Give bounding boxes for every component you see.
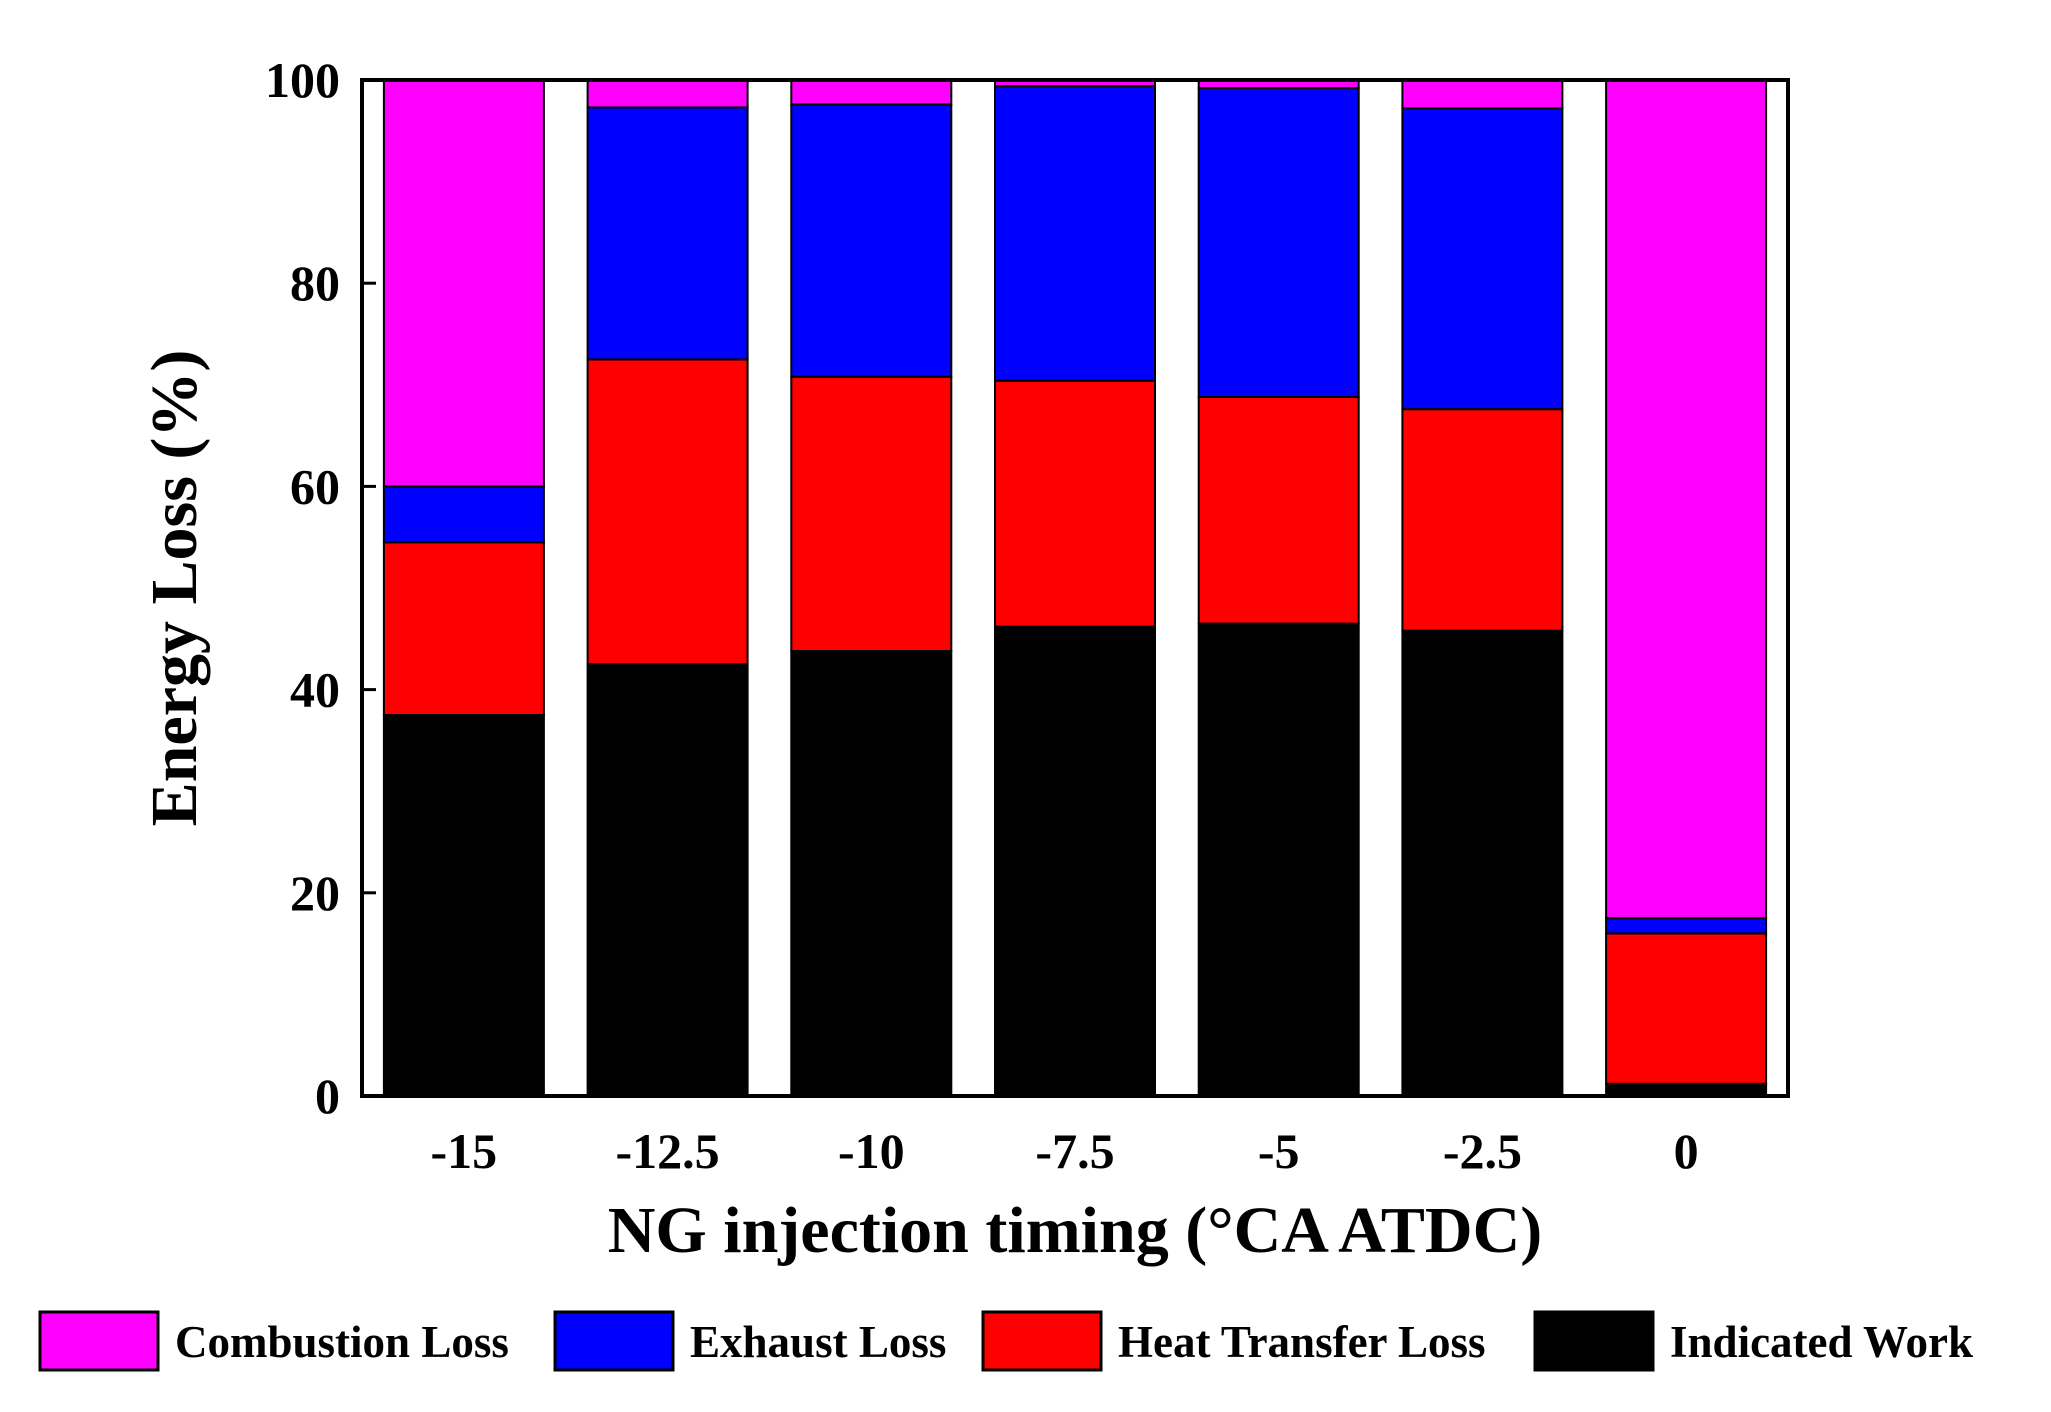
- legend-label-indicated-work: Indicated Work: [1670, 1317, 1973, 1367]
- bars-group: [382, 79, 1768, 1098]
- legend: Combustion Loss Exhaust Loss Heat Transfer…: [38, 1310, 1973, 1372]
- x-tick-label: -10: [838, 1123, 905, 1179]
- legend-swatch-exhaust-loss: [553, 1310, 675, 1372]
- x-tick-label: 0: [1674, 1123, 1699, 1179]
- bar-heat-transfer-loss-1: [382, 541, 545, 716]
- y-axis-title: Energy Loss (%): [138, 350, 211, 827]
- bar-indicated-work-6: [1401, 629, 1564, 1097]
- bar-indicated-work-2: [586, 663, 749, 1097]
- bar-exhaust-loss-4: [994, 85, 1156, 382]
- x-axis-title: NG injection timing (°CA ATDC): [608, 1194, 1542, 1267]
- bar-indicated-work-5: [1197, 622, 1360, 1097]
- y-tick-label: 100: [265, 52, 340, 108]
- bar-combustion-loss-1: [382, 79, 545, 488]
- y-tick-label: 0: [315, 1068, 340, 1124]
- legend-swatch-indicated-work: [1533, 1310, 1655, 1372]
- y-tick-label: 40: [290, 662, 340, 718]
- bar-exhaust-loss-7: [1605, 917, 1768, 935]
- bar-heat-transfer-loss-6: [1401, 408, 1564, 632]
- x-tick-label: -7.5: [1035, 1123, 1114, 1179]
- bar-heat-transfer-loss-5: [1197, 396, 1360, 625]
- bar-exhaust-loss-3: [790, 103, 953, 378]
- x-tick-label: -12.5: [615, 1123, 719, 1179]
- bar-combustion-loss-3: [790, 79, 953, 106]
- bar-heat-transfer-loss-4: [994, 379, 1156, 628]
- x-tick-label: -5: [1258, 1123, 1300, 1179]
- legend-label-heat-transfer-loss: Heat Transfer Loss: [1118, 1317, 1486, 1367]
- x-axis-ticks: -15 -12.5 -10 -7.5 -5 -2.5 0: [431, 1123, 1699, 1179]
- bar-combustion-loss-7: [1605, 79, 1768, 920]
- legend-swatch-combustion-loss: [38, 1310, 160, 1372]
- legend-label-combustion-loss: Combustion Loss: [175, 1317, 509, 1367]
- bar-exhaust-loss-5: [1197, 87, 1360, 398]
- y-tick-label: 20: [290, 865, 340, 921]
- bar-heat-transfer-loss-7: [1605, 932, 1768, 1085]
- y-axis-ticks: 0 20 40 60 80 100: [265, 52, 376, 1124]
- legend-label-exhaust-loss: Exhaust Loss: [690, 1317, 946, 1367]
- bar-heat-transfer-loss-3: [790, 375, 953, 652]
- y-tick-label: 80: [290, 255, 340, 311]
- bar-combustion-loss-2: [586, 79, 749, 109]
- plot-frame: [360, 78, 1790, 1098]
- bar-combustion-loss-6: [1401, 79, 1564, 110]
- legend-swatch-heat-transfer-loss: [981, 1310, 1103, 1372]
- bar-indicated-work-1: [382, 714, 545, 1097]
- y-tick-label: 60: [290, 458, 340, 514]
- bar-heat-transfer-loss-2: [586, 358, 749, 666]
- bar-exhaust-loss-6: [1401, 107, 1564, 411]
- bar-indicated-work-4: [994, 625, 1156, 1097]
- x-tick-label: -15: [431, 1123, 498, 1179]
- bar-exhaust-loss-1: [382, 485, 545, 544]
- bar-exhaust-loss-2: [586, 106, 749, 361]
- bar-indicated-work-3: [790, 650, 953, 1097]
- x-tick-label: -2.5: [1443, 1123, 1522, 1179]
